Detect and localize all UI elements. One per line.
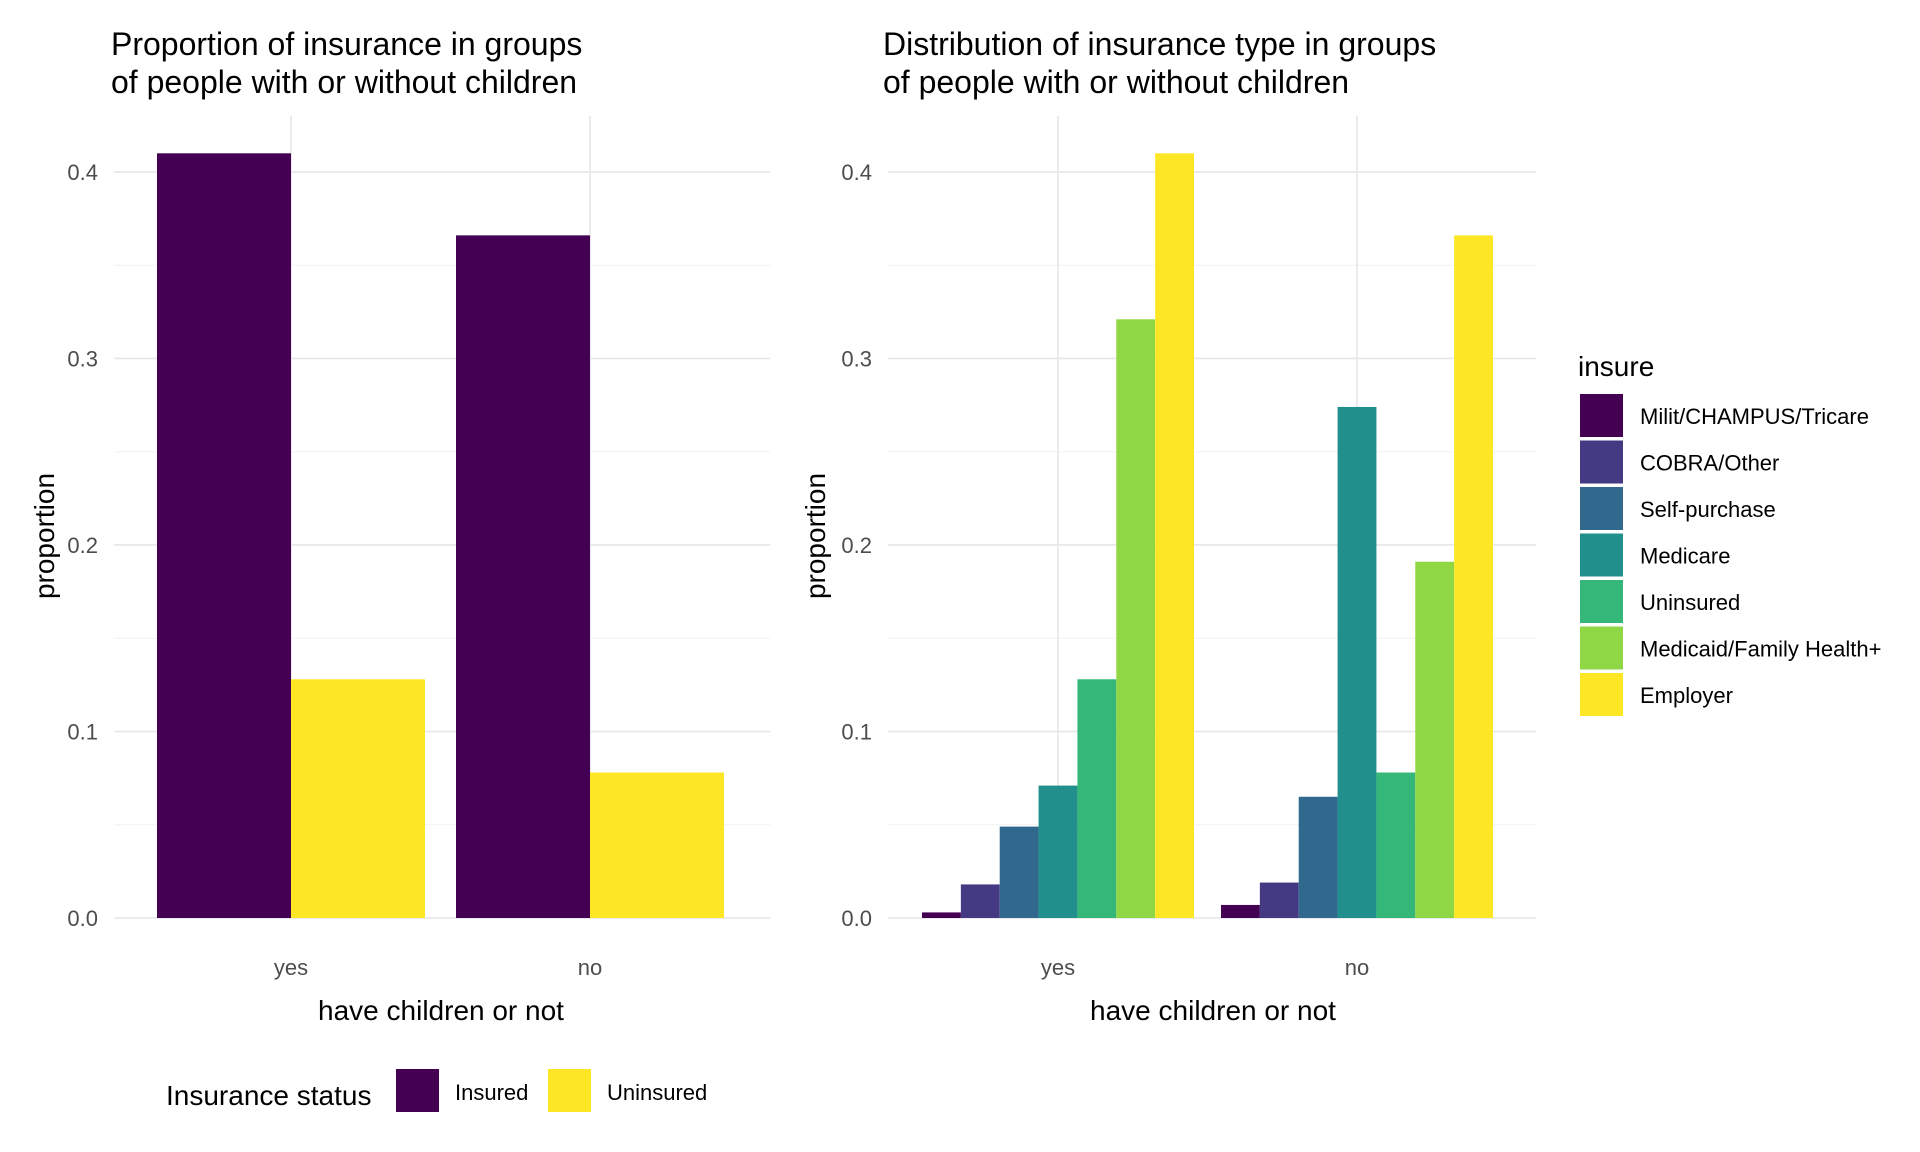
- bar-yes-insured: [157, 153, 291, 919]
- legend-label: Medicare: [1640, 544, 1730, 569]
- bar-no-uninsured: [1376, 772, 1416, 918]
- legend-label: Uninsured: [1640, 590, 1740, 615]
- y-tick-label: 0.0: [67, 906, 98, 931]
- y-tick-label: 0.2: [841, 533, 872, 558]
- legend-key: [1580, 533, 1623, 577]
- y-tick-label: 0.3: [841, 346, 872, 371]
- legend-key: [548, 1069, 591, 1112]
- bar-no-medicaid-family-health-: [1415, 561, 1455, 918]
- legend-key: [396, 1069, 439, 1112]
- legend-key: [1580, 487, 1623, 530]
- y-tick-labels: 0.0 0.1 0.2 0.3 0.4: [67, 160, 98, 931]
- legend-label: Insured: [455, 1080, 528, 1105]
- y-tick-label: 0.3: [67, 346, 98, 371]
- chart-panel-insurance-status: Proportion of insurance in groups of peo…: [29, 26, 770, 1112]
- legend-title: Insurance status: [166, 1080, 371, 1111]
- legend-key: [1580, 673, 1623, 716]
- bar-no-insured: [456, 235, 590, 919]
- x-tick-label: yes: [1041, 955, 1075, 980]
- x-tick-labels: yes no: [274, 955, 602, 980]
- x-tick-labels: yes no: [1041, 955, 1369, 980]
- chart-title-line-2: of people with or without children: [111, 64, 577, 100]
- y-tick-label: 0.1: [841, 719, 872, 744]
- bar-yes-cobra-other: [960, 884, 1000, 918]
- bar-yes-medicare: [1038, 785, 1078, 918]
- bar-no-medicare: [1337, 406, 1377, 918]
- chart-title-line-2: of people with or without children: [883, 64, 1349, 100]
- plot-bars: [922, 153, 1493, 919]
- y-tick-label: 0.0: [841, 906, 872, 931]
- legend-key: [1580, 626, 1623, 670]
- y-tick-label: 0.2: [67, 533, 98, 558]
- bar-yes-medicaid-family-health-: [1116, 319, 1156, 918]
- chart-panel-insurance-type: Distribution of insurance type in groups…: [800, 26, 1881, 1026]
- bar-yes-self-purchase: [999, 826, 1039, 918]
- bar-no-cobra-other: [1259, 882, 1299, 918]
- bar-yes-milit-champus-tricare: [922, 912, 961, 918]
- bar-yes-employer: [1155, 153, 1194, 919]
- legend-title: insure: [1578, 351, 1654, 382]
- bar-no-uninsured: [590, 772, 724, 918]
- legend-label: Milit/CHAMPUS/Tricare: [1640, 404, 1869, 429]
- x-tick-label: no: [578, 955, 602, 980]
- y-tick-label: 0.4: [841, 160, 872, 185]
- chart-title-line-1: Distribution of insurance type in groups: [883, 26, 1436, 62]
- legend-key: [1580, 580, 1623, 623]
- legend-key: [1580, 394, 1623, 437]
- y-axis-label: proportion: [800, 473, 831, 599]
- bar-no-employer: [1454, 235, 1493, 919]
- legend-label: Employer: [1640, 683, 1733, 708]
- legend-label: COBRA/Other: [1640, 451, 1779, 476]
- x-tick-label: yes: [274, 955, 308, 980]
- plot-bars: [157, 153, 724, 919]
- bar-yes-uninsured: [1077, 679, 1117, 918]
- x-axis-label: have children or not: [1090, 995, 1336, 1026]
- y-tick-labels: 0.0 0.1 0.2 0.3 0.4: [841, 160, 872, 931]
- bar-no-self-purchase: [1298, 796, 1338, 918]
- x-tick-label: no: [1345, 955, 1369, 980]
- y-tick-label: 0.1: [67, 719, 98, 744]
- y-tick-label: 0.4: [67, 160, 98, 185]
- legend-key: [1580, 440, 1623, 484]
- legend-label: Self-purchase: [1640, 497, 1776, 522]
- bar-no-milit-champus-tricare: [1221, 904, 1260, 918]
- legend-label: Medicaid/Family Health+: [1640, 637, 1881, 662]
- legend-label: Uninsured: [607, 1080, 707, 1105]
- y-axis-label: proportion: [29, 473, 60, 599]
- legend-insure: insure Milit/CHAMPUS/Tricare COBRA/Other Se…: [1578, 351, 1881, 716]
- chart-title-line-1: Proportion of insurance in groups: [111, 26, 582, 62]
- bar-yes-uninsured: [291, 679, 425, 918]
- x-axis-label: have children or not: [318, 995, 564, 1026]
- legend-insurance-status: Insurance status Insured Uninsured: [166, 1069, 707, 1112]
